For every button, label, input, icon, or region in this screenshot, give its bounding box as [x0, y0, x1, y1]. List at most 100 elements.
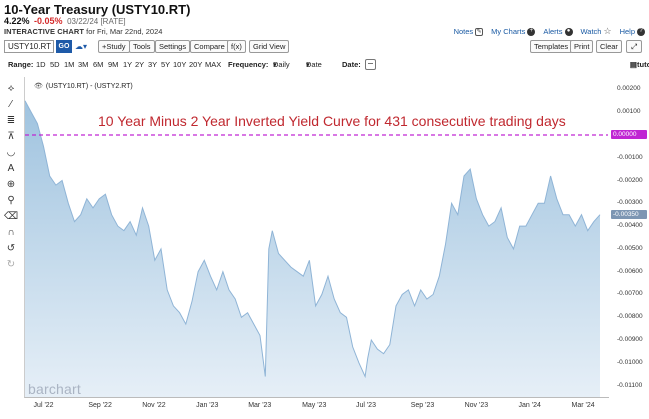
range-6m[interactable]: 6M — [93, 60, 104, 69]
x-tick-label: Jan '24 — [518, 402, 541, 409]
range-3y[interactable]: 3Y — [148, 60, 158, 69]
x-tick-label: Jul '22 — [33, 402, 54, 409]
frequency-label: Frequency: — [228, 60, 269, 69]
tools-button[interactable]: Tools — [129, 40, 155, 53]
chart-subtitle: INTERACTIVE CHART for Fri, Mar 22nd, 202… — [4, 27, 162, 36]
print-button[interactable]: Print — [570, 40, 594, 53]
price-date: 03/22/24 [RATE] — [67, 17, 126, 26]
interactive-chart-label: INTERACTIVE CHART — [4, 27, 85, 36]
y-tick-label: -0.00200 — [617, 176, 643, 184]
alerts-link[interactable]: Alerts ● — [543, 26, 573, 37]
clear-button[interactable]: Clear — [596, 40, 622, 53]
area-series-line — [24, 100, 601, 379]
x-tick-label: Jul '23 — [355, 402, 376, 409]
watch-link[interactable]: Watch ☆ — [581, 26, 612, 37]
x-tick-label: Sep '23 — [410, 402, 435, 409]
chart-toolbar: USTY10.RT GO ☁▾ +Study Tools Settings Co… — [4, 40, 645, 54]
range-1m[interactable]: 1M — [64, 60, 75, 69]
templates-button[interactable]: Templates — [530, 40, 573, 53]
settings-button[interactable]: Settings — [155, 40, 191, 53]
crosshair-icon[interactable]: ⟡ — [7, 83, 15, 94]
y-tick-label: -0.00300 — [617, 199, 643, 207]
date-select[interactable]: Date ▾ — [306, 60, 322, 69]
range-2y[interactable]: 2Y — [135, 60, 145, 69]
notes-link[interactable]: Notes ✎ — [454, 26, 484, 37]
date-select-value: Date — [306, 60, 322, 69]
range-5d[interactable]: 5D — [50, 60, 60, 69]
plus-circle-icon: + — [527, 27, 536, 36]
range-1y[interactable]: 1Y — [123, 60, 133, 69]
edit-icon: ✎ — [475, 27, 484, 36]
y-tick-label: -0.00400 — [617, 222, 643, 230]
zero-value-tag: 0.00000 — [611, 130, 647, 140]
magnet-icon[interactable]: ∩ — [7, 227, 15, 238]
x-tick-label: May '23 — [302, 402, 327, 409]
range-1d[interactable]: 1D — [36, 60, 46, 69]
y-tick-label: -0.01100 — [617, 381, 643, 389]
tutorial-label: tutorial — [637, 60, 649, 69]
y-tick-label: -0.00100 — [617, 153, 643, 161]
y-tick-label: -0.00500 — [617, 244, 643, 252]
x-tick-label: Jan '23 — [196, 402, 219, 409]
watch-label: Watch — [580, 27, 602, 36]
series-legend: 👁 (USTY10.RT) - (USTY2.RT) — [34, 82, 133, 91]
range-10y[interactable]: 10Y — [173, 60, 187, 69]
frequency-select[interactable]: Daily ▾ — [273, 60, 290, 69]
tutorial-link[interactable]: ▤ tutorial — [630, 60, 649, 69]
redo-icon[interactable]: ↻ — [6, 259, 16, 270]
range-9m[interactable]: 9M — [108, 60, 119, 69]
range-label: Range: — [8, 60, 34, 69]
y-tick-label: -0.00900 — [617, 336, 643, 344]
eye-icon[interactable]: 👁 — [34, 83, 43, 90]
go-button[interactable]: GO — [56, 40, 72, 53]
chart-date: for Fri, Mar 22nd, 2024 — [86, 27, 163, 36]
alerts-label: Alerts — [543, 27, 563, 36]
page-title: 10-Year Treasury (USTY10.RT) — [4, 2, 191, 17]
my-charts-link[interactable]: My Charts + — [491, 26, 536, 37]
notes-label: Notes — [453, 27, 474, 36]
help-link[interactable]: Help? — [620, 26, 645, 37]
y-tick-label: -0.01000 — [617, 358, 643, 366]
range-bar: Range: 1D 5D 1M 3M 6M 9M 1Y 2Y 3Y 5Y 10Y… — [8, 59, 649, 72]
zoom-icon[interactable]: ⚲ — [7, 195, 15, 206]
y-tick-label: 0.00200 — [617, 85, 641, 93]
expand-icon[interactable]: ⤢ — [626, 40, 642, 53]
x-tick-label: Nov '22 — [142, 402, 166, 409]
eraser-icon[interactable]: ⌫ — [4, 211, 19, 222]
measure-icon[interactable]: ⊕ — [6, 179, 16, 190]
last-price: 4.22% — [4, 16, 30, 26]
y-tick-label: -0.00800 — [617, 313, 643, 321]
range-max[interactable]: MAX — [205, 60, 222, 69]
series-legend-label: (USTY10.RT) - (USTY2.RT) — [45, 82, 133, 90]
x-tick-label: Mar '24 — [571, 402, 595, 409]
range-3m[interactable]: 3M — [78, 60, 89, 69]
price-line: 4.22% -0.05% 03/22/24 [RATE] — [4, 16, 126, 26]
line-tools-icon[interactable]: ⁄ — [10, 99, 12, 110]
study-button[interactable]: +Study — [98, 40, 130, 53]
pattern-icon[interactable]: ⊼ — [7, 131, 15, 142]
y-tick-label: -0.00600 — [617, 267, 643, 275]
grid-view-button[interactable]: Grid View — [249, 40, 290, 53]
x-tick-label: Mar '23 — [248, 402, 272, 409]
shapes-icon[interactable]: ◡ — [6, 147, 16, 158]
range-20y[interactable]: 20Y — [189, 60, 203, 69]
undo-icon[interactable]: ↺ — [6, 243, 16, 254]
last-value-tag: -0.00350 — [611, 210, 647, 220]
alert-icon: ● — [564, 27, 573, 36]
price-change: -0.05% — [34, 16, 63, 26]
range-5y[interactable]: 5Y — [161, 60, 171, 69]
chart-type-icon[interactable]: ☁▾ — [75, 42, 88, 51]
help-icon: ? — [637, 27, 645, 36]
calendar-icon[interactable] — [365, 59, 376, 70]
fibonacci-icon[interactable]: ≣ — [6, 115, 16, 126]
symbol-input[interactable]: USTY10.RT — [4, 40, 54, 53]
fx-button[interactable]: f(x) — [227, 40, 246, 53]
date-label: Date: — [342, 60, 361, 69]
barchart-logo: barchart — [28, 381, 81, 397]
chart-area[interactable] — [24, 77, 609, 398]
top-links: Notes ✎ My Charts + Alerts ● Watch ☆ Help? — [454, 26, 645, 37]
y-tick-label: -0.00700 — [617, 290, 643, 298]
help-label: Help — [619, 27, 635, 36]
text-icon[interactable]: A — [7, 163, 15, 174]
